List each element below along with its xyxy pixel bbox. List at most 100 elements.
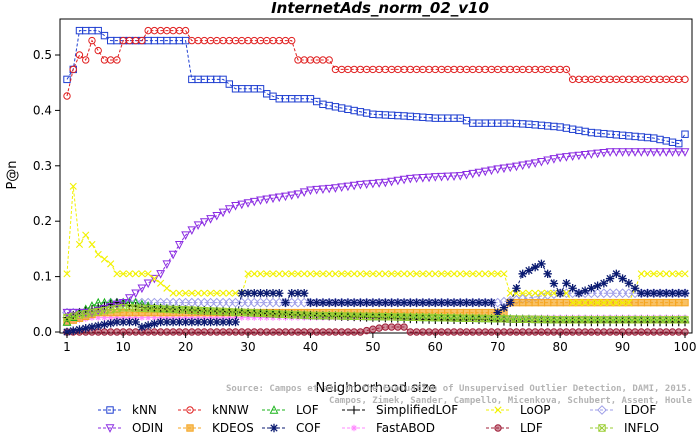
legend-item-cof: COF — [262, 421, 321, 434]
legend-label: INFLO — [624, 421, 659, 434]
point-cof — [262, 289, 271, 298]
point-cof — [412, 298, 421, 307]
point-ldf — [275, 328, 283, 336]
point-ldf — [356, 328, 365, 336]
series-knnw — [63, 26, 689, 100]
point-cof — [193, 317, 203, 327]
point-odin — [399, 175, 409, 185]
point-fastabod — [600, 314, 608, 321]
point-loop — [668, 270, 677, 278]
point-odin — [62, 308, 72, 318]
point-kdeos — [543, 298, 552, 307]
point-cof — [94, 321, 103, 330]
point-kdeos — [637, 298, 646, 307]
point-cof — [680, 289, 690, 298]
series-line-knn — [66, 30, 686, 145]
point-fastabod — [238, 314, 245, 321]
point-cof — [162, 317, 172, 327]
point-fastabod — [244, 314, 252, 321]
point-odin — [480, 167, 490, 177]
y-tick-label: 0.5 — [33, 48, 52, 62]
point-cof — [250, 289, 259, 298]
x-tick-label: 10 — [116, 340, 131, 354]
point-odin — [268, 194, 278, 204]
point-loop — [656, 270, 664, 278]
point-knn — [219, 75, 227, 84]
point-ldf — [581, 328, 589, 336]
point-ldf — [656, 328, 664, 336]
point-odin — [437, 172, 446, 182]
point-fastabod — [144, 314, 152, 321]
point-knnw — [75, 51, 84, 59]
series-inflo — [63, 303, 689, 324]
point-loop — [469, 270, 477, 278]
point-ldf — [593, 328, 602, 336]
point-cof — [206, 317, 215, 327]
point-loop — [206, 289, 215, 297]
point-odin — [424, 173, 434, 183]
point-cof — [406, 298, 415, 307]
legend-marker — [350, 424, 358, 432]
point-cof — [268, 289, 278, 298]
x-tick-label: 60 — [428, 340, 443, 354]
point-knnw — [88, 36, 96, 45]
legend-label: COF — [296, 421, 321, 434]
point-odin — [131, 289, 141, 299]
point-ldf — [281, 328, 290, 336]
point-cof — [287, 289, 296, 298]
point-ldf — [643, 328, 652, 336]
point-inflo — [106, 305, 115, 314]
point-loop — [643, 270, 652, 278]
point-odin — [337, 183, 347, 193]
point-cof — [237, 289, 246, 298]
point-fastabod — [213, 314, 221, 321]
point-fastabod — [119, 314, 127, 321]
point-cof — [100, 320, 109, 329]
point-fastabod — [650, 314, 657, 321]
point-ldf — [631, 328, 639, 336]
point-cof — [512, 284, 521, 293]
point-fastabod — [681, 314, 689, 321]
point-inflo — [82, 310, 90, 318]
point-loop — [594, 299, 602, 307]
point-fastabod — [251, 314, 258, 321]
point-odin — [468, 169, 478, 179]
point-cof — [62, 327, 72, 337]
point-ldf — [537, 328, 546, 336]
point-cof — [374, 298, 384, 307]
point-loop — [587, 299, 595, 307]
legend-marker — [105, 424, 115, 433]
point-loop — [63, 270, 71, 278]
point-odin — [168, 250, 178, 260]
point-cof — [112, 317, 122, 327]
point-knn — [94, 26, 102, 35]
point-knn — [256, 85, 265, 93]
point-ldf — [225, 328, 234, 336]
point-fastabod — [232, 314, 239, 321]
point-loop — [169, 289, 177, 297]
point-loop — [75, 240, 84, 249]
point-fastabod — [226, 314, 233, 321]
point-kdeos — [537, 298, 546, 307]
point-loop — [244, 270, 252, 278]
point-ldf — [419, 328, 427, 336]
legend-marker — [269, 405, 279, 414]
x-tick-label: 100 — [674, 340, 697, 354]
point-cof — [499, 303, 509, 312]
point-loop — [100, 255, 109, 263]
point-cof — [212, 317, 222, 327]
point-cof — [605, 274, 615, 283]
point-loop — [431, 270, 439, 278]
point-ldf — [325, 328, 333, 336]
legend-item-lof: LOF — [262, 403, 319, 417]
point-fastabod — [525, 314, 533, 321]
point-ldf — [425, 328, 433, 336]
point-ldf — [512, 328, 521, 336]
point-cof — [275, 289, 284, 298]
legend-label: LDF — [520, 421, 543, 434]
point-lof — [68, 312, 78, 322]
x-tick-label: 70 — [490, 340, 505, 354]
point-odin — [212, 211, 222, 221]
point-cof — [555, 289, 565, 298]
point-cof — [300, 289, 309, 298]
